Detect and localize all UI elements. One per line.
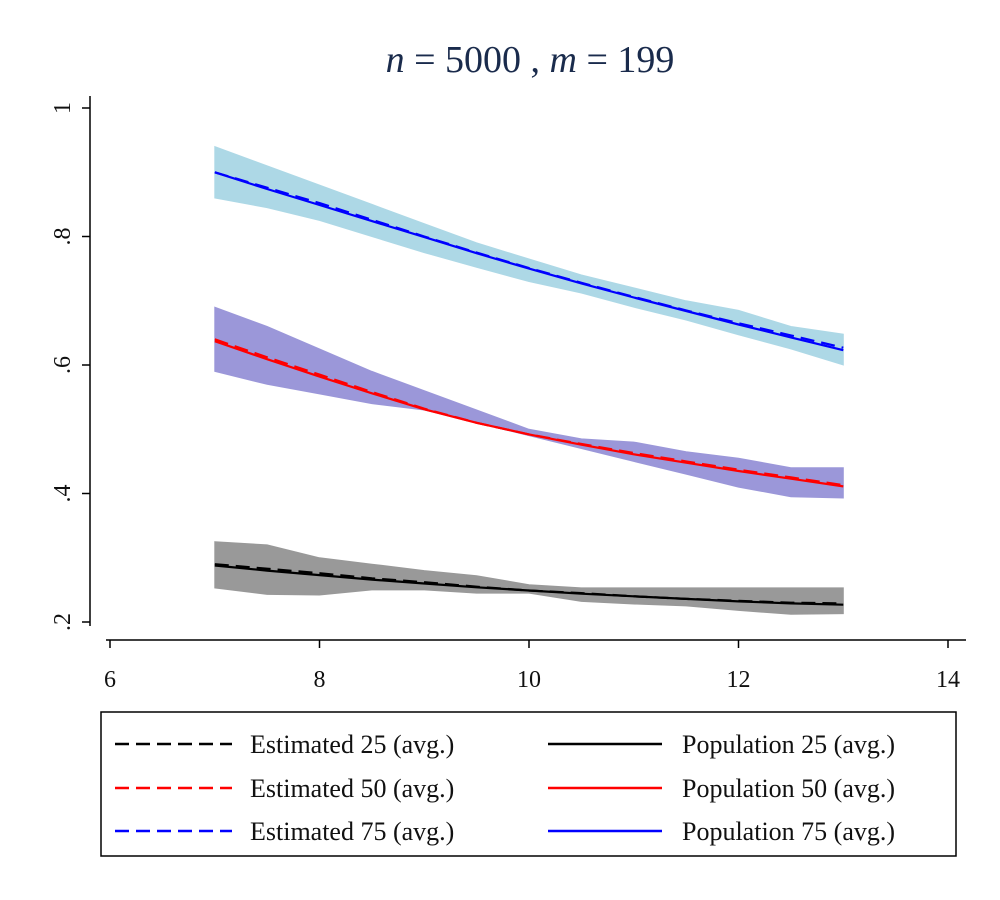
y-tick-label: .2 bbox=[50, 613, 76, 631]
band-1 bbox=[214, 541, 844, 615]
x-tick-label: 10 bbox=[517, 667, 541, 693]
confidence-bands bbox=[214, 145, 844, 615]
series-lines bbox=[214, 171, 844, 606]
legend: Estimated 25 (avg.) Population 25 (avg.) E… bbox=[100, 711, 957, 857]
x-tick-label: 8 bbox=[314, 667, 326, 693]
series-line-6 bbox=[214, 171, 844, 352]
legend-label: Population 50 (avg.) bbox=[682, 774, 895, 803]
x-tick-label: 14 bbox=[936, 667, 960, 693]
y-tick-label: .6 bbox=[50, 356, 76, 374]
axes: .2 .4 .6 .8 1 6 8 10 12 14 bbox=[50, 96, 966, 693]
series-line-2 bbox=[214, 564, 844, 606]
x-tick-label: 6 bbox=[104, 667, 116, 693]
title-n-var: n bbox=[386, 39, 405, 81]
x-tick-label: 12 bbox=[727, 667, 751, 693]
title-m-var: m bbox=[550, 39, 577, 81]
legend-label: Population 25 (avg.) bbox=[682, 730, 895, 759]
y-tick-label: 1 bbox=[50, 102, 76, 114]
legend-label: Estimated 25 (avg.) bbox=[250, 730, 454, 759]
legend-box bbox=[100, 711, 957, 857]
band-2 bbox=[214, 306, 844, 499]
legend-label: Population 75 (avg.) bbox=[682, 817, 895, 846]
title-n-eq: = 5000 , bbox=[405, 39, 550, 81]
y-tick-label: .8 bbox=[50, 228, 76, 246]
legend-label: Estimated 50 (avg.) bbox=[250, 774, 454, 803]
series-line-4 bbox=[214, 340, 844, 488]
legend-label: Estimated 75 (avg.) bbox=[250, 817, 454, 846]
y-tick-label: .4 bbox=[50, 485, 76, 503]
title-m-eq: = 199 bbox=[577, 39, 674, 81]
band-3 bbox=[214, 145, 844, 366]
chart-title: n = 5000 , m = 199 bbox=[386, 39, 675, 81]
